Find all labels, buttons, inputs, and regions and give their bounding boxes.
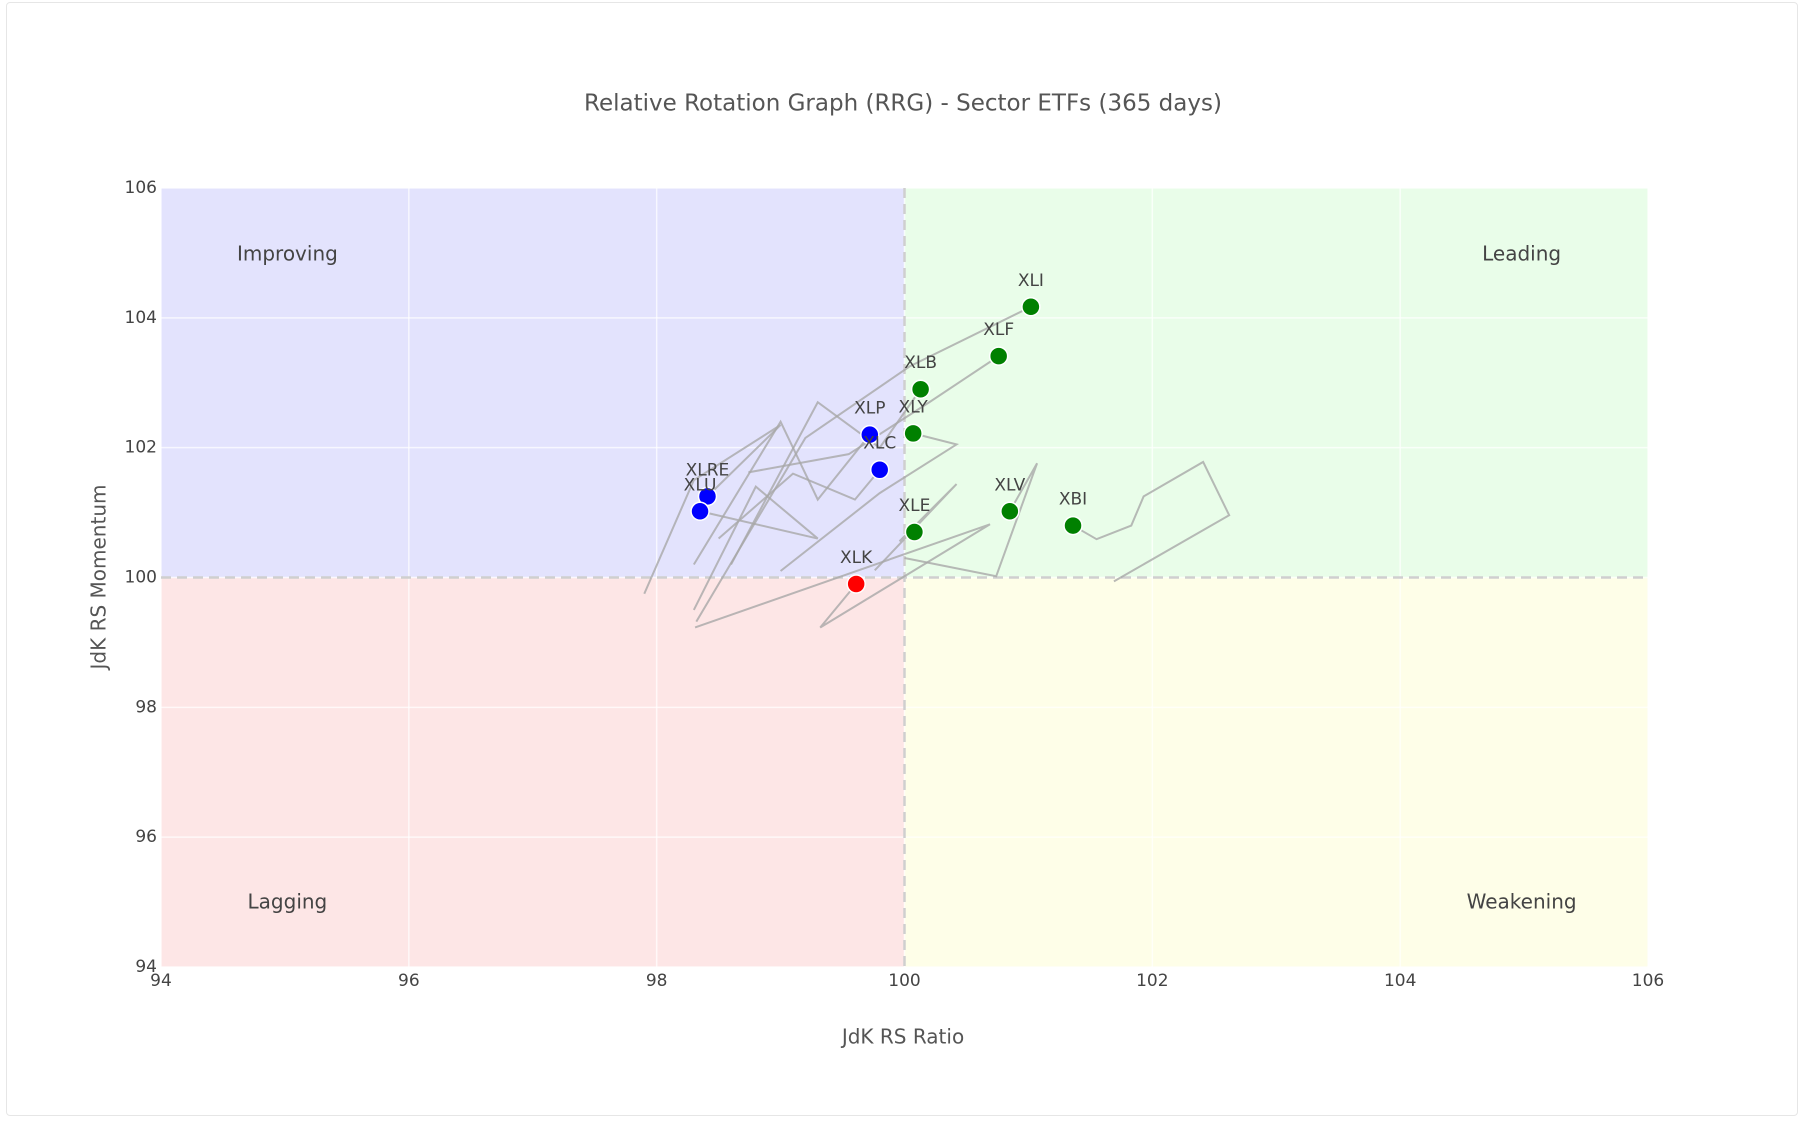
x-tick-label: 94 — [150, 971, 172, 991]
point-label: XBI — [1059, 490, 1087, 510]
quadrant — [161, 188, 905, 578]
point-label: XLE — [898, 496, 930, 516]
point — [988, 346, 1009, 366]
point — [846, 574, 866, 594]
point-label: XLF — [983, 320, 1014, 340]
trail — [730, 388, 922, 565]
chart-title: Relative Rotation Graph (RRG) - Sector E… — [584, 91, 1222, 117]
quadrant — [904, 188, 1648, 578]
y-tick-label: 100 — [125, 568, 157, 588]
trail — [692, 419, 871, 566]
point — [1000, 501, 1020, 522]
point — [690, 501, 710, 522]
point — [869, 459, 890, 480]
point-label: XLK — [840, 548, 873, 568]
y-tick-label: 106 — [125, 178, 157, 198]
y-tick-label: 96 — [135, 827, 157, 847]
chart-card — [6, 2, 1798, 1116]
trail — [695, 305, 1032, 623]
quadrant-label: Leading — [1482, 242, 1561, 266]
x-tick-label: 102 — [1136, 971, 1168, 991]
point — [860, 424, 880, 445]
y-tick-label: 94 — [135, 957, 157, 977]
y-tick-label: 102 — [125, 438, 157, 458]
point — [904, 522, 925, 542]
quadrant — [161, 577, 905, 967]
quadrant-label: Improving — [237, 242, 338, 266]
point-label: XLP — [854, 399, 885, 419]
point — [903, 423, 923, 444]
trail — [692, 485, 819, 611]
point — [1063, 515, 1083, 536]
quadrant-label: Weakening — [1467, 890, 1577, 914]
trail — [904, 462, 1039, 578]
point-label: XLU — [684, 475, 717, 495]
quadrant — [904, 577, 1648, 967]
y-tick-label: 98 — [135, 697, 157, 717]
point-label: XLY — [899, 397, 929, 417]
point — [910, 379, 931, 399]
y-axis-title: JdK RS Momentum — [87, 485, 111, 672]
trail — [1072, 460, 1231, 583]
trail — [779, 432, 960, 572]
point-label: XLB — [904, 353, 937, 373]
point-label: XLRE — [686, 460, 730, 480]
x-tick-label: 104 — [1384, 971, 1416, 991]
trail — [643, 424, 782, 595]
quadrant-label: Lagging — [248, 890, 328, 914]
point-label: XLC — [863, 434, 896, 454]
point — [1021, 297, 1041, 317]
x-tick-label: 98 — [646, 971, 668, 991]
point-label: XLV — [994, 475, 1025, 495]
x-axis-title: JdK RS Ratio — [840, 1025, 964, 1049]
y-tick-label: 104 — [125, 308, 157, 328]
trail — [717, 469, 881, 540]
x-tick-label: 106 — [1632, 971, 1664, 991]
x-tick-label: 100 — [888, 971, 920, 991]
x-tick-label: 96 — [398, 971, 420, 991]
trail — [748, 355, 1000, 474]
point-label: XLI — [1018, 271, 1044, 291]
trail — [694, 523, 991, 629]
